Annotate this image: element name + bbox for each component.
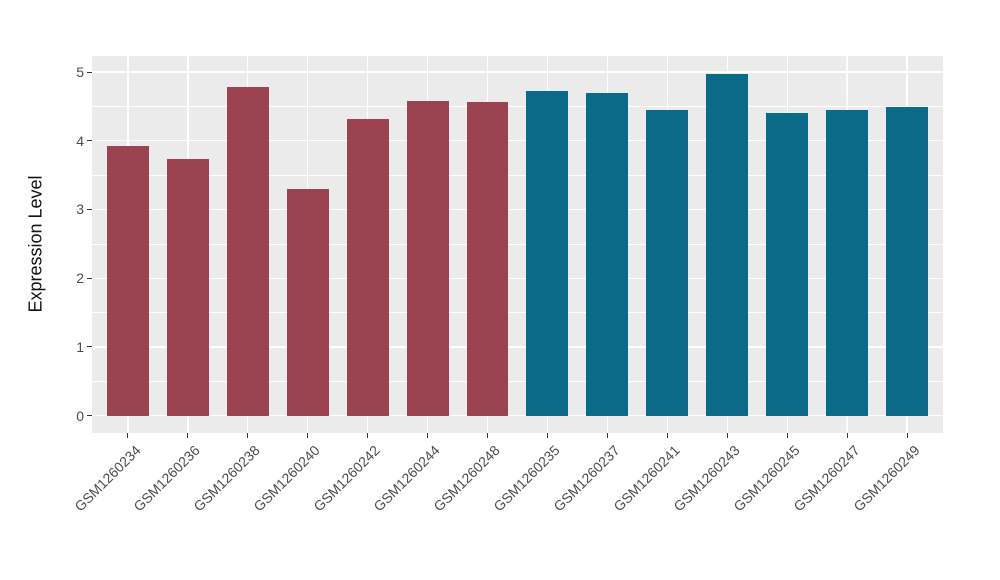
bar-GSM1260234 bbox=[106, 146, 149, 416]
gridline-major-horizontal bbox=[92, 140, 943, 142]
y-tick-mark bbox=[87, 71, 92, 73]
x-tick-mark bbox=[307, 433, 309, 438]
bar-GSM1260247 bbox=[826, 110, 869, 416]
y-tick-mark bbox=[87, 415, 92, 417]
bar-GSM1260241 bbox=[646, 110, 689, 416]
x-tick-mark bbox=[846, 433, 848, 438]
gridline-minor-horizontal bbox=[92, 380, 943, 382]
y-tick-label: 3 bbox=[76, 201, 84, 218]
x-tick-mark bbox=[906, 433, 908, 438]
gridline-major-horizontal bbox=[92, 346, 943, 348]
y-tick-label: 2 bbox=[76, 270, 84, 287]
gridline-minor-horizontal bbox=[92, 312, 943, 313]
gridline-minor-horizontal bbox=[92, 106, 943, 107]
bar-GSM1260242 bbox=[346, 119, 389, 416]
gridline-minor-horizontal bbox=[92, 243, 943, 245]
x-tick-mark bbox=[127, 433, 129, 438]
x-tick-mark bbox=[427, 433, 429, 438]
bar-GSM1260235 bbox=[526, 90, 569, 416]
y-tick-label: 4 bbox=[76, 132, 84, 149]
y-tick-label: 1 bbox=[76, 338, 84, 355]
x-tick-mark bbox=[606, 433, 608, 438]
bar-GSM1260249 bbox=[886, 107, 928, 416]
gridline-major-horizontal bbox=[92, 71, 943, 73]
x-tick-mark bbox=[666, 433, 668, 438]
y-tick-mark bbox=[87, 277, 92, 279]
gridline-major-horizontal bbox=[92, 208, 943, 211]
bar-GSM1260245 bbox=[766, 113, 809, 416]
y-tick-mark bbox=[87, 346, 92, 348]
y-tick-mark bbox=[87, 140, 92, 142]
gridline-major-horizontal bbox=[92, 415, 943, 417]
y-tick-label: 0 bbox=[76, 407, 84, 424]
bar-GSM1260240 bbox=[286, 188, 329, 416]
bar-GSM1260244 bbox=[406, 100, 449, 416]
x-tick-mark bbox=[487, 433, 489, 438]
gridline-major-horizontal bbox=[92, 277, 943, 279]
x-tick-mark bbox=[726, 433, 728, 438]
plot-panel bbox=[92, 56, 943, 433]
x-tick-mark bbox=[786, 433, 788, 438]
x-tick-mark bbox=[367, 433, 369, 438]
x-tick-mark bbox=[187, 433, 189, 438]
bar-GSM1260238 bbox=[226, 87, 269, 416]
y-tick-mark bbox=[87, 208, 92, 210]
y-tick-label: 5 bbox=[76, 64, 84, 80]
bar-GSM1260236 bbox=[166, 158, 209, 416]
x-tick-mark bbox=[247, 433, 249, 438]
bar-GSM1260248 bbox=[466, 102, 509, 416]
x-tick-mark bbox=[546, 433, 548, 438]
bar-GSM1260243 bbox=[706, 74, 749, 416]
gridline-minor-horizontal bbox=[92, 174, 943, 176]
bar-GSM1260237 bbox=[586, 93, 629, 416]
y-axis-title-text: Expression Level bbox=[25, 175, 46, 313]
